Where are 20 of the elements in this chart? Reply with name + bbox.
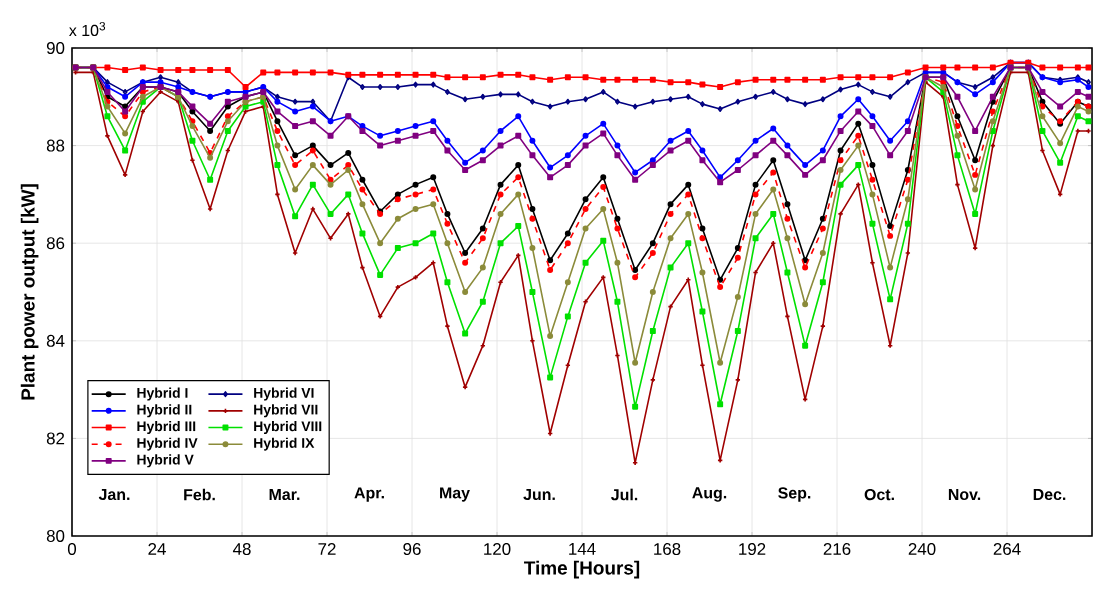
x-tick-label: 48	[232, 543, 251, 556]
x-tick-label: 0	[67, 543, 77, 556]
x-tick-label: 216	[823, 543, 851, 556]
x-tick-label: 96	[403, 543, 421, 556]
y-axis-title: Plant power output [kW]	[20, 184, 39, 400]
y-tick-label: 82	[46, 432, 65, 445]
x-tick-label: 168	[654, 543, 681, 556]
x-tick-label: 240	[908, 543, 936, 556]
x-tick-label: 72	[318, 543, 336, 555]
x-tick-label: 24	[148, 543, 166, 555]
x-tick-label: 264	[993, 543, 1021, 556]
x-axis-title: Time [Hours]	[524, 560, 640, 579]
y-tick-label: 80	[46, 530, 65, 542]
y-tick-label: 86	[46, 237, 65, 250]
x-tick-label: 120	[484, 543, 511, 556]
y-tick-label: 90	[46, 42, 65, 54]
x-tick-label: 144	[569, 543, 596, 555]
y-tick-label: 84	[46, 334, 65, 347]
y-tick-label: 88	[46, 139, 65, 152]
x-tick-label: 192	[739, 543, 766, 556]
